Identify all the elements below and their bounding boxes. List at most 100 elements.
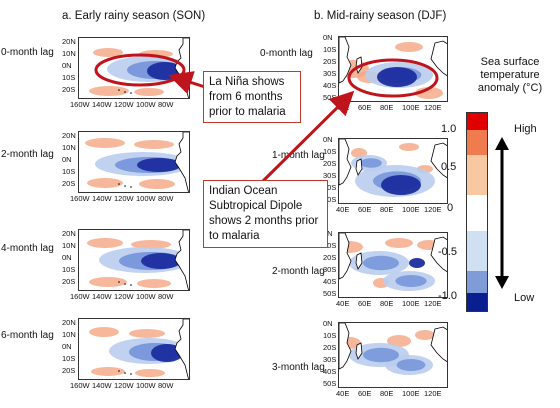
lat-tick-label: 0N: [323, 135, 333, 144]
lon-tick-label: 100E: [402, 205, 420, 214]
left-lag-label: 0-month lag: [1, 47, 54, 58]
lat-tick-label: 30S: [323, 69, 337, 78]
legend-label: 0.5: [441, 161, 457, 173]
lon-tick-label: 100E: [402, 103, 420, 112]
legend-title: Sea surface temperature anomaly (°C): [477, 56, 543, 94]
lat-tick-label: 20S: [62, 85, 76, 94]
lon-tick-label: 60E: [358, 205, 372, 214]
lon-tick-label: 100W: [136, 194, 156, 203]
lat-tick-label: 40S: [323, 81, 337, 90]
lat-tick-label: 10N: [62, 330, 76, 339]
lat-tick-label: 50S: [323, 289, 337, 298]
lat-tick-label: 20S: [323, 159, 337, 168]
lon-tick-label: 120E: [424, 299, 442, 308]
lon-tick-label: 140W: [92, 292, 112, 301]
lon-tick-label: 40E: [336, 205, 350, 214]
lon-tick-label: 60E: [358, 389, 372, 398]
lat-tick-label: 0N: [62, 342, 72, 351]
lon-tick-label: 80W: [158, 194, 174, 203]
legend-color-segment: [467, 271, 487, 293]
legend-color-segment: [467, 155, 487, 195]
lon-tick-label: 120W: [114, 292, 134, 301]
lon-tick-label: 40E: [336, 299, 350, 308]
lon-tick-label: 100W: [136, 292, 156, 301]
lat-tick-label: 0N: [62, 155, 72, 164]
iod-callout: Indian Ocean Subtropical Dipole shows 2 …: [203, 180, 328, 248]
legend-color-segment: [467, 130, 487, 155]
lat-tick-label: 40S: [323, 277, 337, 286]
lon-tick-label: 100E: [402, 299, 420, 308]
lon-tick-label: 40E: [336, 389, 350, 398]
lon-tick-label: 160W: [70, 100, 90, 109]
legend-high-label: High: [514, 123, 537, 135]
legend-label: -1.0: [438, 290, 457, 302]
lat-tick-label: 40S: [323, 183, 337, 192]
right-lag-label: 1-month lag: [272, 150, 325, 161]
legend-label: -0.5: [438, 246, 457, 258]
lat-tick-label: 20N: [62, 318, 76, 327]
lat-tick-label: 20S: [323, 253, 337, 262]
lat-tick-label: 20S: [62, 366, 76, 375]
lon-tick-label: 80E: [380, 389, 394, 398]
lon-tick-label: 100E: [402, 389, 420, 398]
high-low-double-arrow-icon: [495, 137, 509, 289]
lon-tick-label: 100W: [136, 381, 156, 390]
lat-tick-label: 20S: [62, 179, 76, 188]
lon-tick-label: 140W: [92, 194, 112, 203]
sst-map-left: [78, 131, 190, 193]
legend-low-label: Low: [514, 292, 535, 304]
sst-map-right: [338, 322, 448, 388]
lon-tick-label: 140W: [92, 100, 112, 109]
lon-tick-label: 60E: [358, 103, 372, 112]
lon-tick-label: 160W: [70, 194, 90, 203]
lat-tick-label: 20S: [62, 277, 76, 286]
right-lag-label: 3-month lag: [272, 362, 325, 373]
lat-tick-label: 20N: [62, 131, 76, 140]
legend-label: 1.0: [441, 123, 457, 135]
lon-tick-label: 80E: [380, 103, 394, 112]
legend-color-segment: [467, 231, 487, 271]
lon-tick-label: 60E: [358, 299, 372, 308]
lon-tick-label: 80W: [158, 381, 174, 390]
lat-tick-label: 10N: [62, 143, 76, 152]
lat-tick-label: 10S: [323, 45, 337, 54]
sst-map-left: [78, 37, 190, 99]
sst-map-right: [338, 232, 448, 298]
lat-tick-label: 0N: [323, 33, 333, 42]
lat-tick-label: 10S: [62, 265, 76, 274]
lon-tick-label: 100W: [136, 100, 156, 109]
lat-tick-label: 40S: [323, 367, 337, 376]
lat-tick-label: 20N: [62, 37, 76, 46]
lon-tick-label: 120E: [424, 205, 442, 214]
la-nina-highlight-ellipse: [94, 53, 186, 87]
right-lag-label: 0-month lag: [260, 48, 313, 59]
lon-tick-label: 120E: [424, 103, 442, 112]
lat-tick-label: 20N: [62, 229, 76, 238]
lat-tick-label: 10S: [323, 147, 337, 156]
legend-color-bar: [466, 112, 488, 312]
sst-map-right: [338, 138, 448, 204]
lon-tick-label: 140W: [92, 381, 112, 390]
lat-tick-label: 0N: [62, 61, 72, 70]
lon-tick-label: 120E: [424, 389, 442, 398]
left-lag-label: 4-month lag: [1, 243, 54, 254]
lat-tick-label: 10N: [62, 241, 76, 250]
lat-tick-label: 30S: [323, 355, 337, 364]
lat-tick-label: 20S: [323, 57, 337, 66]
lat-tick-label: 10N: [62, 49, 76, 58]
left-panel-title: a. Early rainy season (SON): [62, 10, 206, 22]
lat-tick-label: 10S: [323, 331, 337, 340]
lat-tick-label: 30S: [323, 171, 337, 180]
lon-tick-label: 160W: [70, 381, 90, 390]
lat-tick-label: 20S: [323, 343, 337, 352]
iod-arrow: [260, 90, 355, 184]
left-lag-label: 6-month lag: [1, 330, 54, 341]
la-nina-callout: La Niña shows from 6 months prior to mal…: [203, 71, 301, 123]
lat-tick-label: 50S: [323, 379, 337, 388]
lat-tick-label: 30S: [323, 265, 337, 274]
legend-color-segment: [467, 293, 487, 311]
lon-tick-label: 80W: [158, 292, 174, 301]
lon-tick-label: 120W: [114, 194, 134, 203]
